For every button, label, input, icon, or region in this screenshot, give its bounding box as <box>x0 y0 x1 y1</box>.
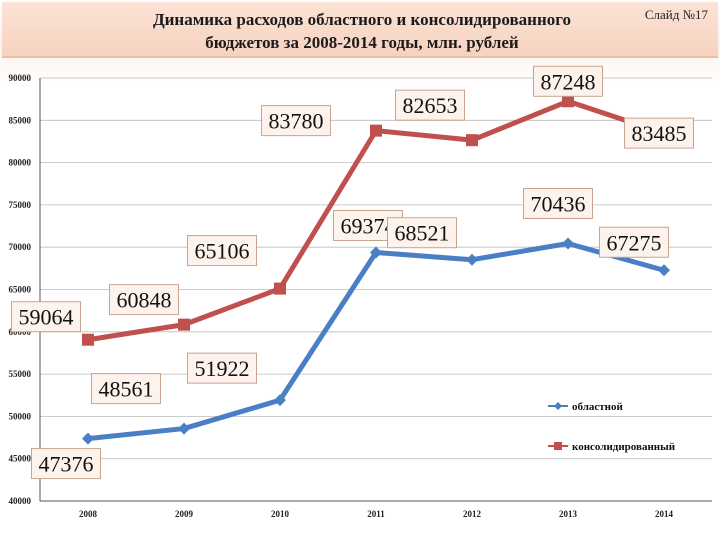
data-label: 51922 <box>195 356 250 381</box>
data-label-box <box>261 105 331 137</box>
data-label-box <box>31 448 101 480</box>
data-label-box <box>91 373 161 405</box>
legend: областной консолидированный <box>548 401 676 453</box>
x-tick-label: 2009 <box>175 509 194 519</box>
data-label-box <box>187 235 257 267</box>
y-tick-label: 85000 <box>9 115 32 125</box>
data-label-box <box>11 301 81 333</box>
y-tick-label: 40000 <box>9 496 32 506</box>
y-tick-label: 50000 <box>9 411 32 421</box>
data-label-box <box>533 65 603 97</box>
x-tick-label: 2011 <box>367 509 385 519</box>
data-label-box <box>599 226 669 258</box>
data-label: 83780 <box>269 109 324 134</box>
y-tick-label: 45000 <box>9 454 32 464</box>
y-tick-label: 75000 <box>9 200 32 210</box>
data-label: 48561 <box>99 377 154 402</box>
slide-number: Слайд №17 <box>644 7 708 22</box>
data-label-box <box>395 89 465 121</box>
data-label: 47376 <box>39 452 94 477</box>
x-tick-label: 2014 <box>655 509 674 519</box>
data-label: 59064 <box>19 305 74 330</box>
data-point-square <box>274 282 286 295</box>
data-label: 60848 <box>117 288 172 313</box>
data-label: 65106 <box>195 239 250 264</box>
x-tick-label: 2013 <box>559 509 578 519</box>
data-point-diamond <box>562 237 574 250</box>
data-label-box <box>387 217 457 249</box>
y-tick-label: 65000 <box>9 285 32 295</box>
data-label-box <box>109 284 179 316</box>
x-tick-label: 2012 <box>463 509 482 519</box>
data-label: 68521 <box>395 221 450 246</box>
data-point-square <box>82 333 94 346</box>
data-labels: 47376 48561 51922 69374 68521 70436 67275 59064… <box>11 65 694 480</box>
data-point-diamond <box>658 264 670 277</box>
legend-label: областной <box>572 401 624 413</box>
line-chart: 4000045000500005500060000650007000075000… <box>9 65 712 519</box>
data-point-diamond <box>370 246 382 259</box>
x-tick-label: 2010 <box>271 509 290 519</box>
data-label-box <box>187 352 257 384</box>
data-point-diamond <box>466 253 478 266</box>
title-banner: Динамика расходов областного и консолиди… <box>2 2 718 58</box>
data-label: 87248 <box>541 69 596 94</box>
data-label: 83485 <box>632 121 687 146</box>
data-point-square <box>466 134 478 147</box>
data-label: 82653 <box>403 93 458 118</box>
data-label-box <box>523 188 593 220</box>
data-point-square <box>370 124 382 137</box>
data-point-square <box>178 318 190 331</box>
data-point-diamond <box>178 422 190 435</box>
data-label: 70436 <box>531 192 586 217</box>
data-label: 67275 <box>607 230 662 255</box>
y-tick-label: 90000 <box>9 73 32 83</box>
series-layer <box>82 95 670 445</box>
legend-marker <box>554 402 562 410</box>
y-tick-label: 70000 <box>9 242 32 252</box>
x-tick-label: 2008 <box>79 509 98 519</box>
data-point-diamond <box>274 394 286 407</box>
y-tick-label: 55000 <box>9 369 32 379</box>
y-tick-label: 80000 <box>9 158 32 168</box>
axes: 4000045000500005500060000650007000075000… <box>9 73 712 519</box>
data-label-box <box>624 117 694 149</box>
chart-title: Динамика расходов областного и консолиди… <box>152 10 572 52</box>
legend-marker <box>554 442 562 450</box>
legend-label: консолидированный <box>572 441 676 453</box>
data-point-square <box>562 95 574 108</box>
data-label: 69374 <box>341 213 396 238</box>
data-point-diamond <box>82 432 94 445</box>
